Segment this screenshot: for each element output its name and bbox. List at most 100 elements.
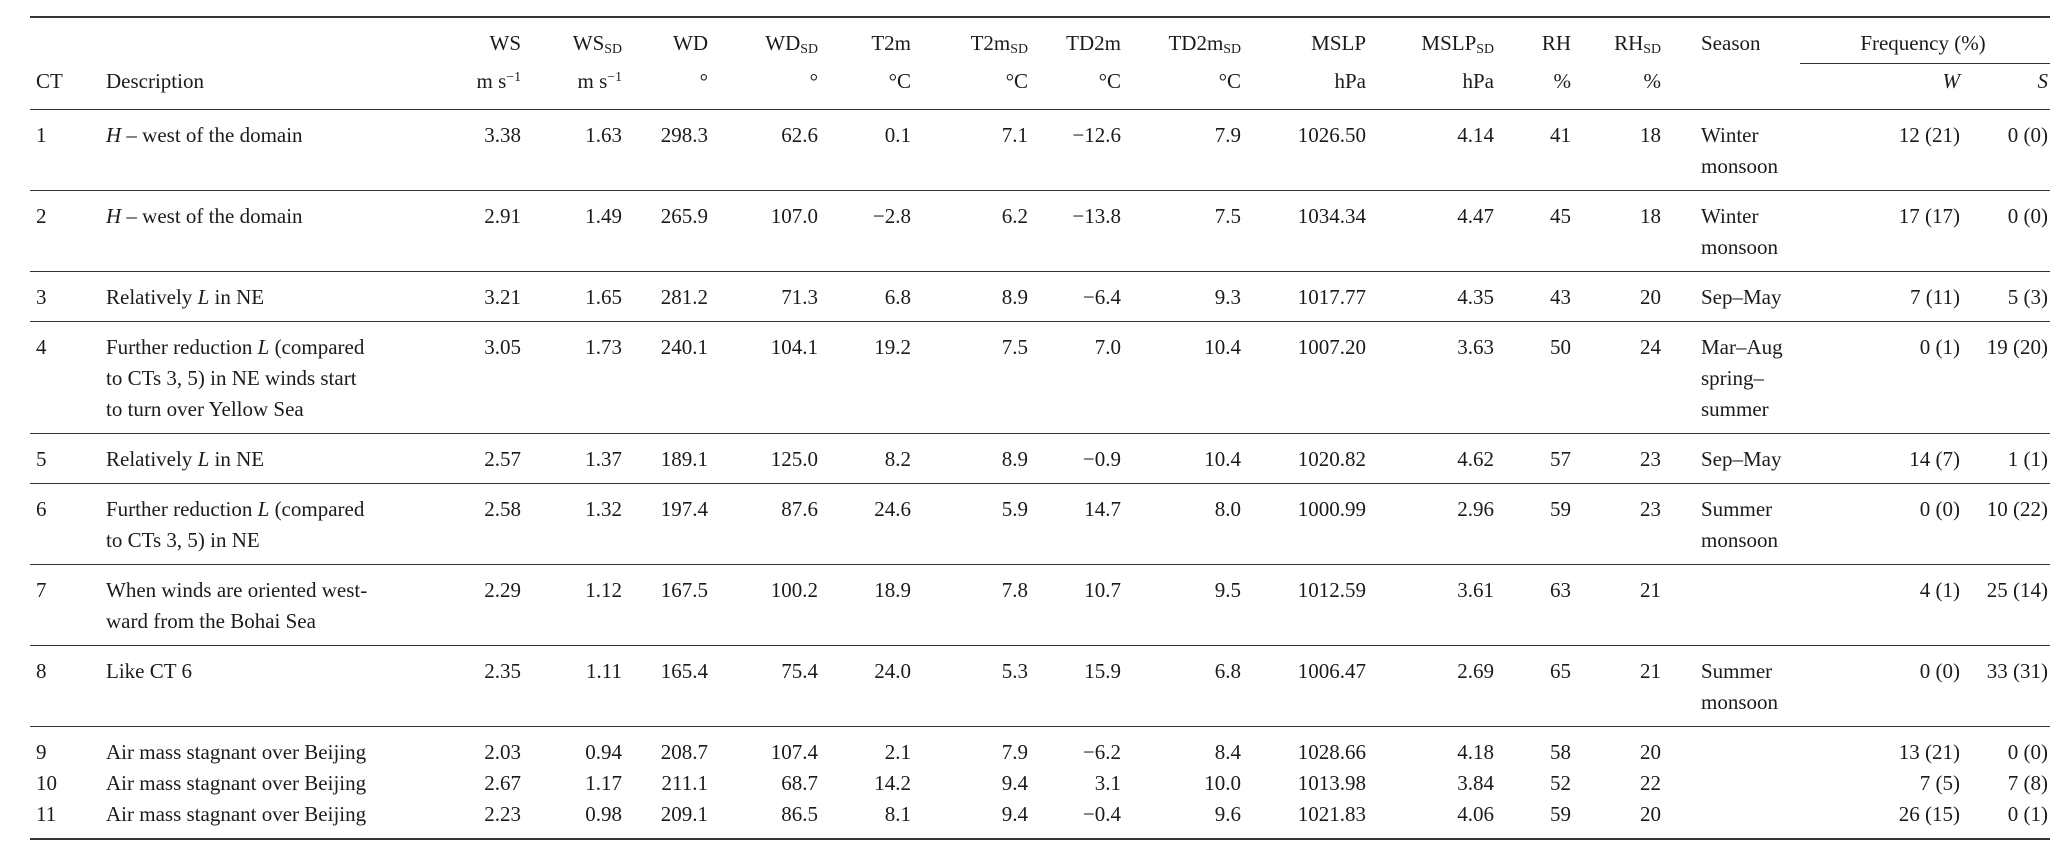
cell-ws-sd: 1.73 (523, 321, 624, 434)
header-td2m: TD2m (1030, 17, 1123, 64)
unit-t2m-sd: °C (913, 64, 1030, 110)
header-frequency-s: S (2037, 69, 2049, 93)
cell-td2m: −13.8 (1030, 190, 1123, 272)
desc-segment: Air mass stagnant over Beijing (106, 802, 367, 826)
cell-t2m-sd: 9.4 (1001, 771, 1028, 795)
cell-wd: 298.3 (624, 109, 710, 191)
cell-wd: 197.4 (624, 483, 710, 565)
cell-frequency-s: 33 (31) (1962, 645, 2050, 727)
season-line: monsoon (1701, 690, 1779, 714)
desc-segment: Further reduction (106, 497, 258, 521)
cell-ws-sd: 0.94 (523, 726, 624, 768)
unit-td2m: °C (1030, 64, 1123, 110)
header-text: ° (699, 68, 708, 93)
cell-ct: 10 (36, 771, 57, 795)
document-page: WS WSSD WD WDSD T2m T2mSD TD2m TD2mSD MSLP MSLPSD… (0, 16, 2067, 840)
header-text: hPa (1334, 68, 1367, 93)
header-text: % (1553, 68, 1572, 93)
cell-t2m: 24.6 (820, 483, 913, 565)
cell-wd: 281.2 (624, 271, 710, 322)
desc-segment: to turn over Yellow Sea (106, 397, 304, 421)
cell-wd-sd: 75.4 (710, 645, 820, 727)
season-line: monsoon (1701, 154, 1779, 178)
table-row: 3 Relatively L in NE 3.21 1.65 281.2 71.3 6.8 8… (30, 271, 2050, 322)
cell-mslp-sd: 4.06 (1457, 802, 1494, 826)
header-spacer-description (100, 17, 425, 64)
superscript-text: −1 (506, 68, 521, 84)
header-wd-sd: WDSD (710, 17, 820, 64)
cell-ws: 2.67 (484, 771, 521, 795)
desc-segment: Relatively (106, 285, 198, 309)
cell-description: Further reduction L (compared to CTs 3, 5… (100, 483, 425, 565)
cell-t2m-sd: 7.5 (913, 321, 1030, 434)
table-header: WS WSSD WD WDSD T2m T2mSD TD2m TD2mSD MSLP MSLPSD… (30, 17, 2050, 110)
header-text: WD (765, 31, 801, 55)
header-rh: RH (1496, 17, 1573, 64)
desc-segment: (compared (269, 335, 365, 359)
cell-frequency-s: 7 (8) (2007, 771, 2048, 795)
cell-frequency-s: 0 (0) (1962, 190, 2050, 272)
cell-frequency-s: 25 (14) (1962, 564, 2050, 646)
cell-td2m-sd: 8.0 (1123, 483, 1243, 565)
cell-description: Air mass stagnant over Beijing (100, 799, 425, 839)
cell-wd: 165.4 (624, 645, 710, 727)
desc-segment: – west of the domain (121, 123, 303, 147)
cell-frequency-w: 26 (15) (1898, 802, 1960, 826)
cell-wd: 209.1 (660, 802, 708, 826)
header-text: °C (888, 68, 911, 93)
cell-rh-sd: 20 (1573, 726, 1663, 768)
cell-rh-sd: 21 (1573, 645, 1663, 727)
desc-italic-term: H (106, 204, 122, 228)
cell-mslp-sd: 4.14 (1368, 109, 1496, 191)
cell-frequency-w: 13 (21) (1800, 726, 1962, 768)
cell-description: When winds are oriented west-ward from t… (100, 564, 425, 646)
cell-ws-sd: 1.65 (523, 271, 624, 322)
cell-description: H – west of the domain (100, 109, 425, 191)
cell-td2m: 15.9 (1030, 645, 1123, 727)
unit-wd: ° (624, 64, 710, 110)
cell-frequency-s: 10 (22) (1962, 483, 2050, 565)
cell-mslp: 1012.59 (1243, 564, 1368, 646)
header-text: ° (809, 68, 818, 93)
cell-wd-sd: 107.4 (710, 726, 820, 768)
cell-description: Air mass stagnant over Beijing (100, 726, 425, 768)
cell-t2m-sd: 6.2 (913, 190, 1030, 272)
season-line: monsoon (1701, 235, 1779, 259)
subscript-text: SD (1643, 41, 1661, 57)
season-line: summer (1701, 397, 1769, 421)
cell-wd-sd: 100.2 (710, 564, 820, 646)
header-text: m s (577, 68, 608, 93)
cell-mslp-sd: 3.84 (1457, 771, 1494, 795)
desc-italic-term: L (197, 285, 210, 309)
cell-season: Mar–Aug spring– summer (1663, 321, 1800, 434)
cell-ws: 2.03 (425, 726, 523, 768)
unit-td2m-sd: °C (1123, 64, 1243, 110)
cell-ws: 3.21 (425, 271, 523, 322)
cell-ws-sd: 1.37 (523, 433, 624, 484)
cell-season (1663, 799, 1800, 839)
cell-description: Further reduction L (compared to CTs 3, 5… (100, 321, 425, 434)
cell-ct: 6 (30, 483, 100, 565)
cell-rh-sd: 24 (1573, 321, 1663, 434)
cell-ws-sd: 1.17 (585, 771, 622, 795)
cell-frequency-w: 12 (21) (1800, 109, 1962, 191)
cell-mslp: 1013.98 (1297, 771, 1366, 795)
cell-frequency-s: 5 (3) (1962, 271, 2050, 322)
cell-mslp-sd: 4.35 (1368, 271, 1496, 322)
cell-td2m: −0.4 (1082, 802, 1121, 826)
cell-td2m-sd: 9.3 (1123, 271, 1243, 322)
header-text: T2m (970, 31, 1011, 55)
header-text: °C (1098, 68, 1121, 93)
cell-t2m-sd: 7.9 (913, 726, 1030, 768)
cell-wd-sd: 125.0 (710, 433, 820, 484)
cell-rh-sd: 23 (1573, 483, 1663, 565)
header-text: CT (36, 68, 63, 93)
header-mslp: MSLP (1243, 17, 1368, 64)
desc-segment: Air mass stagnant over Beijing (106, 771, 367, 795)
table-row: 7 When winds are oriented west-ward from … (30, 564, 2050, 646)
unit-ws-sd: m s−1 (523, 64, 624, 110)
cell-td2m-sd: 9.6 (1214, 802, 1241, 826)
header-text: T2m (871, 31, 911, 55)
cell-rh-sd: 23 (1573, 433, 1663, 484)
header-text: TD2m (1168, 31, 1224, 55)
